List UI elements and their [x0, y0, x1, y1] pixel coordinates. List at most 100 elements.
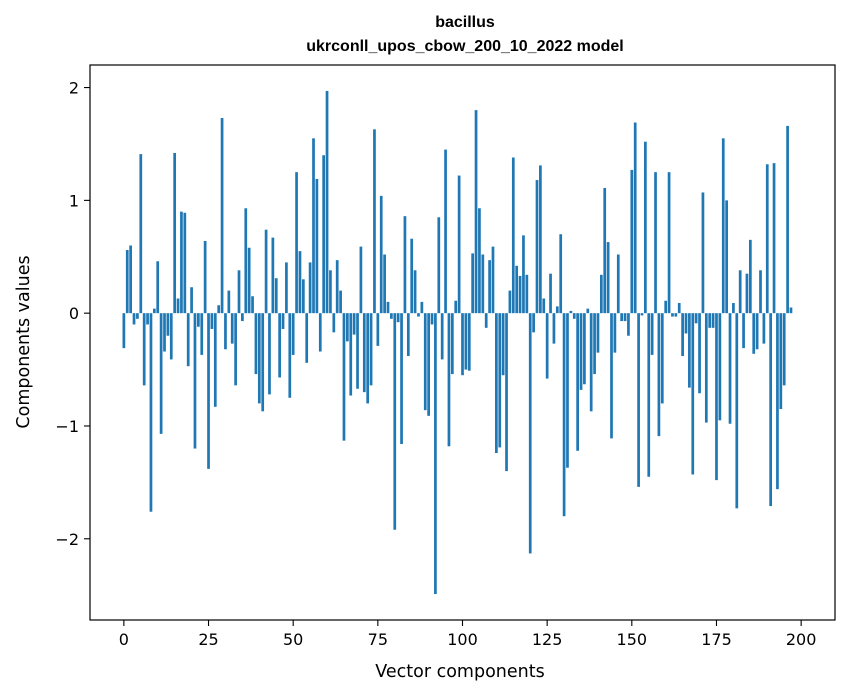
y-axis-label: Components values	[14, 255, 34, 428]
bar	[264, 229, 268, 314]
y-tick-label: 0	[69, 304, 79, 323]
bar	[406, 313, 410, 357]
bar	[664, 300, 668, 314]
bar	[190, 287, 193, 314]
bar	[694, 313, 698, 324]
bar	[589, 313, 593, 412]
bar	[366, 313, 370, 404]
bar	[203, 240, 207, 314]
bar	[251, 296, 254, 314]
bar	[400, 313, 403, 445]
bar	[173, 152, 177, 314]
bar	[545, 313, 549, 379]
bar	[342, 313, 346, 441]
bar	[457, 175, 461, 314]
bar	[474, 110, 478, 314]
bar	[596, 313, 600, 353]
bar	[295, 172, 298, 314]
bar	[627, 313, 630, 336]
bar	[488, 260, 491, 314]
bar	[186, 313, 190, 367]
bar	[620, 313, 624, 322]
bar	[410, 238, 414, 314]
bar	[152, 308, 156, 314]
y-tick-label: −2	[55, 530, 79, 549]
bar	[484, 313, 488, 328]
bar	[782, 313, 786, 386]
bar	[132, 313, 136, 325]
bar	[583, 313, 586, 385]
bar	[390, 313, 393, 319]
bar	[508, 290, 512, 314]
bar	[718, 313, 722, 421]
bar	[393, 313, 397, 530]
bar	[450, 313, 454, 375]
bar	[471, 253, 475, 314]
bar	[532, 313, 535, 333]
bar	[413, 270, 417, 314]
bar	[644, 141, 647, 314]
bar	[129, 245, 132, 314]
bar	[549, 273, 552, 314]
bar	[562, 313, 566, 517]
bar	[654, 172, 657, 314]
bar	[759, 270, 762, 314]
bar	[332, 313, 336, 333]
bar	[498, 313, 502, 448]
bar	[586, 308, 590, 314]
bar	[430, 313, 434, 325]
bar	[518, 275, 522, 314]
x-tick-label: 200	[786, 630, 817, 649]
bar	[616, 254, 620, 314]
bar	[725, 200, 728, 314]
bar	[735, 313, 739, 509]
bar	[234, 313, 237, 386]
bar	[650, 313, 654, 355]
bar	[732, 303, 735, 314]
x-axis-ticks: 0 25 50 75 100 125 150 175 200	[119, 620, 817, 649]
bar	[349, 313, 353, 396]
bar	[139, 154, 143, 314]
bar	[220, 118, 224, 314]
bar	[244, 208, 248, 314]
bar	[599, 274, 603, 314]
bar	[318, 313, 322, 352]
bar	[379, 195, 383, 314]
bar	[779, 313, 783, 410]
bar	[511, 157, 515, 314]
bar	[335, 260, 339, 314]
bar	[237, 270, 241, 314]
bar	[169, 313, 173, 360]
bar	[464, 313, 468, 370]
bar	[769, 313, 773, 507]
x-tick-label: 150	[617, 630, 648, 649]
y-tick-label: 1	[69, 191, 79, 210]
bar	[230, 313, 234, 344]
bar	[688, 313, 691, 388]
bar	[180, 211, 183, 314]
bar	[637, 313, 640, 487]
bar	[461, 313, 464, 376]
bar	[315, 178, 319, 314]
bar	[217, 305, 221, 314]
bar	[481, 254, 485, 314]
bar	[704, 313, 708, 423]
bar	[491, 246, 495, 314]
bar	[603, 187, 607, 314]
bar	[329, 270, 332, 314]
bar	[569, 310, 573, 314]
bar	[552, 313, 556, 344]
bar	[752, 313, 756, 354]
bar	[610, 313, 613, 439]
bar	[765, 164, 769, 314]
bar	[640, 313, 644, 316]
bar	[142, 313, 146, 386]
bar	[572, 313, 576, 319]
bar	[505, 313, 508, 472]
bar	[684, 313, 688, 334]
bar	[528, 313, 532, 554]
bar	[660, 313, 664, 404]
bar	[159, 313, 163, 434]
